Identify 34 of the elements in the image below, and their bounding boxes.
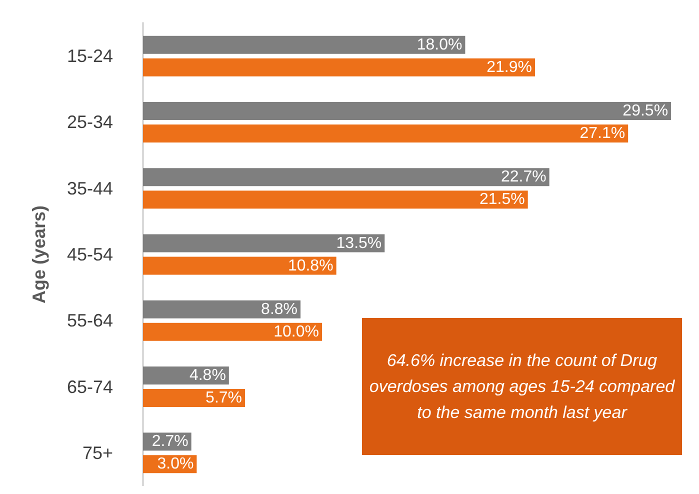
data-label: 21.5% [479, 191, 525, 208]
bar [143, 58, 536, 76]
y-axis-title: Age (years) [29, 205, 49, 304]
data-label: 29.5% [622, 102, 668, 120]
y-tick-label: 45-54 [66, 244, 113, 264]
y-tick-label: 75+ [82, 442, 113, 463]
note-box: 64.6% increase in the count of Drug overdoses among ages 15-24 compared to the same month last year [362, 318, 682, 455]
data-label: 3.0% [157, 456, 194, 473]
data-label: 4.8% [189, 367, 226, 384]
bar [143, 234, 385, 252]
y-tick-label: 55-64 [66, 310, 113, 331]
bar [143, 389, 246, 408]
data-label: 18.0% [416, 36, 462, 54]
data-label: 2.7% [152, 433, 188, 450]
bar [143, 300, 301, 318]
bar [143, 36, 466, 54]
y-tick-label: 25-34 [66, 112, 113, 132]
bar [143, 190, 528, 209]
y-tick-label: 35-44 [66, 178, 113, 198]
bar [143, 124, 628, 142]
data-label: 27.1% [580, 124, 626, 142]
bar [143, 256, 336, 275]
y-tick-label: 15-24 [66, 46, 113, 66]
bar [143, 102, 672, 120]
data-label: 10.0% [274, 323, 319, 340]
data-label: 22.7% [500, 168, 546, 186]
data-label: 21.9% [486, 58, 532, 76]
bar [143, 168, 550, 186]
data-label: 8.8% [261, 300, 298, 318]
bar [143, 322, 322, 341]
data-label: 5.7% [206, 390, 242, 407]
y-tick-label: 65-74 [66, 376, 113, 397]
data-label: 10.8% [288, 257, 334, 274]
data-label: 13.5% [336, 234, 382, 252]
